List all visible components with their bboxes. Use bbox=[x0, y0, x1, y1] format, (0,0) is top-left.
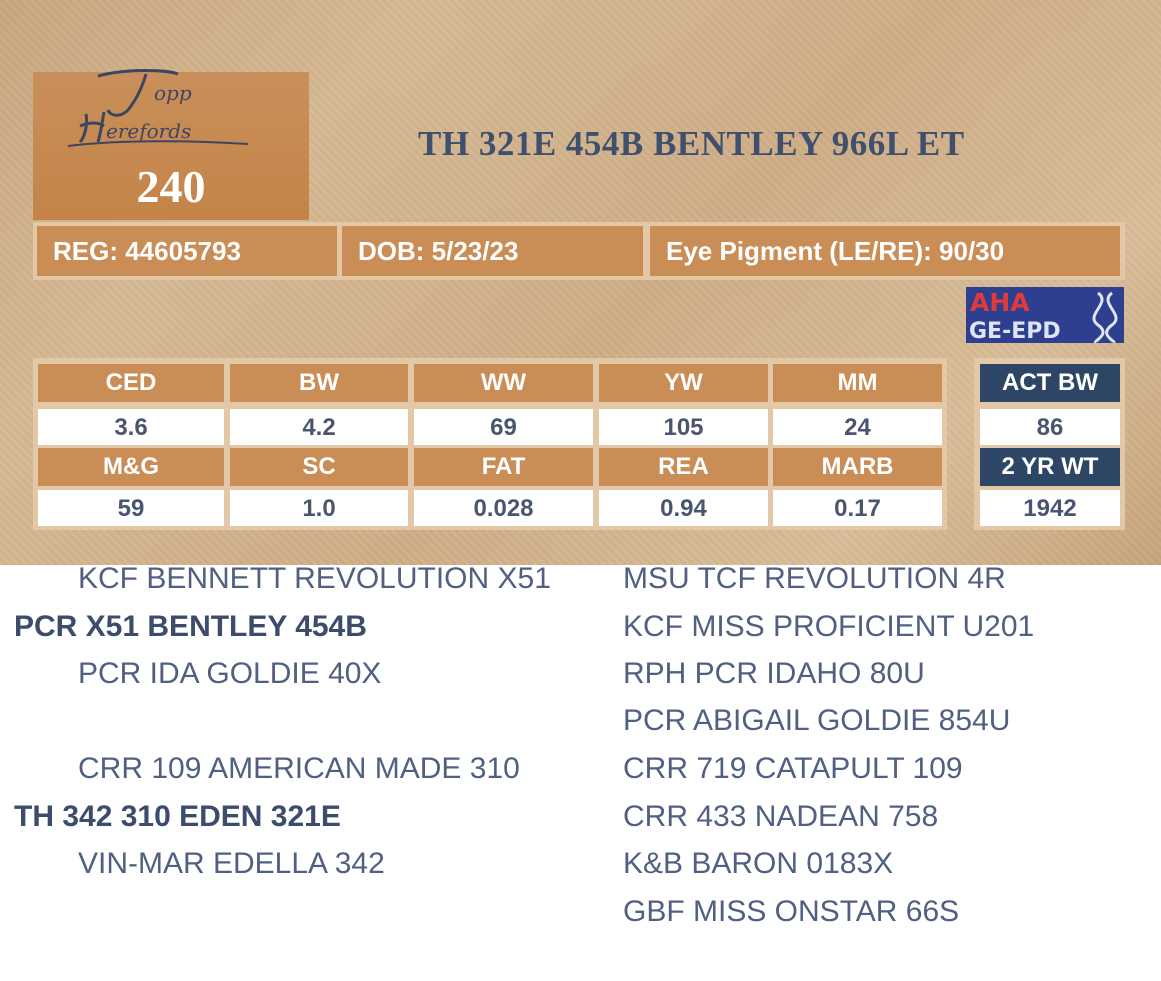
info-row: REG: 44605793 DOB: 5/23/23 Eye Pigment (… bbox=[33, 222, 1125, 280]
epd-value: 4.2 bbox=[230, 409, 408, 445]
epd-value: 1.0 bbox=[230, 490, 408, 526]
epd-value: 0.17 bbox=[773, 490, 942, 526]
act-bw-header: ACT BW bbox=[980, 364, 1120, 402]
eye-pigment: Eye Pigment (LE/RE): 90/30 bbox=[650, 226, 1120, 276]
pedigree-grandparent: K&B BARON 0183X bbox=[623, 847, 894, 880]
pedigree-grandparent: KCF MISS PROFICIENT U201 bbox=[623, 610, 1035, 643]
epd-value: 0.94 bbox=[599, 490, 768, 526]
animal-name: TH 321E 454B BENTLEY 966L ET bbox=[418, 124, 965, 163]
epd-header: CED bbox=[38, 364, 224, 402]
epd-value: 69 bbox=[414, 409, 593, 445]
registration-number: REG: 44605793 bbox=[37, 226, 337, 276]
two-yr-wt-header: 2 YR WT bbox=[980, 448, 1120, 486]
epd-value: 0.028 bbox=[414, 490, 593, 526]
epd-value: 59 bbox=[38, 490, 224, 526]
aha-ge-epd-badge: AHA GE-EPD bbox=[966, 287, 1124, 343]
badge-line1: AHA bbox=[970, 288, 1030, 317]
pedigree-grandparent: CRR 433 NADEAN 758 bbox=[623, 800, 939, 833]
epd-value: 3.6 bbox=[38, 409, 224, 445]
svg-text:opp: opp bbox=[154, 81, 192, 105]
epd-header: BW bbox=[230, 364, 408, 402]
svg-text:erefords: erefords bbox=[106, 119, 191, 143]
epd-header: SC bbox=[230, 448, 408, 486]
pedigree-grandparent: GBF MISS ONSTAR 66S bbox=[623, 895, 960, 928]
pedigree-grandparent: MSU TCF REVOLUTION 4R bbox=[623, 562, 1006, 595]
epd-header: REA bbox=[599, 448, 768, 486]
lot-header-box bbox=[33, 72, 309, 220]
two-yr-wt-value: 1942 bbox=[980, 490, 1120, 526]
pedigree-sire: PCR X51 BENTLEY 454B bbox=[14, 610, 367, 643]
pedigree-grandparent: RPH PCR IDAHO 80U bbox=[623, 657, 925, 690]
topp-herefords-logo: opp erefords bbox=[67, 69, 249, 147]
pedigree-dam-sire: CRR 109 AMERICAN MADE 310 bbox=[78, 752, 520, 785]
epd-header: MARB bbox=[773, 448, 942, 486]
epd-header: WW bbox=[414, 364, 593, 402]
epd-header: YW bbox=[599, 364, 768, 402]
epd-header: MM bbox=[773, 364, 942, 402]
lot-number: 240 bbox=[136, 161, 206, 212]
pedigree-sire-sire: KCF BENNETT REVOLUTION X51 bbox=[78, 562, 551, 595]
pedigree-sire-dam: PCR IDA GOLDIE 40X bbox=[78, 657, 382, 690]
epd-header: FAT bbox=[414, 448, 593, 486]
epd-value: 105 bbox=[599, 409, 768, 445]
badge-line2: GE-EPD bbox=[969, 319, 1061, 343]
act-bw-value: 86 bbox=[980, 409, 1120, 445]
pedigree-grandparent: CRR 719 CATAPULT 109 bbox=[623, 752, 963, 785]
date-of-birth: DOB: 5/23/23 bbox=[342, 226, 643, 276]
epd-header: M&G bbox=[38, 448, 224, 486]
epd-value: 24 bbox=[773, 409, 942, 445]
pedigree-grandparent: PCR ABIGAIL GOLDIE 854U bbox=[623, 704, 1011, 737]
pedigree-dam: TH 342 310 EDEN 321E bbox=[14, 800, 341, 833]
pedigree-dam-dam: VIN-MAR EDELLA 342 bbox=[78, 847, 385, 880]
